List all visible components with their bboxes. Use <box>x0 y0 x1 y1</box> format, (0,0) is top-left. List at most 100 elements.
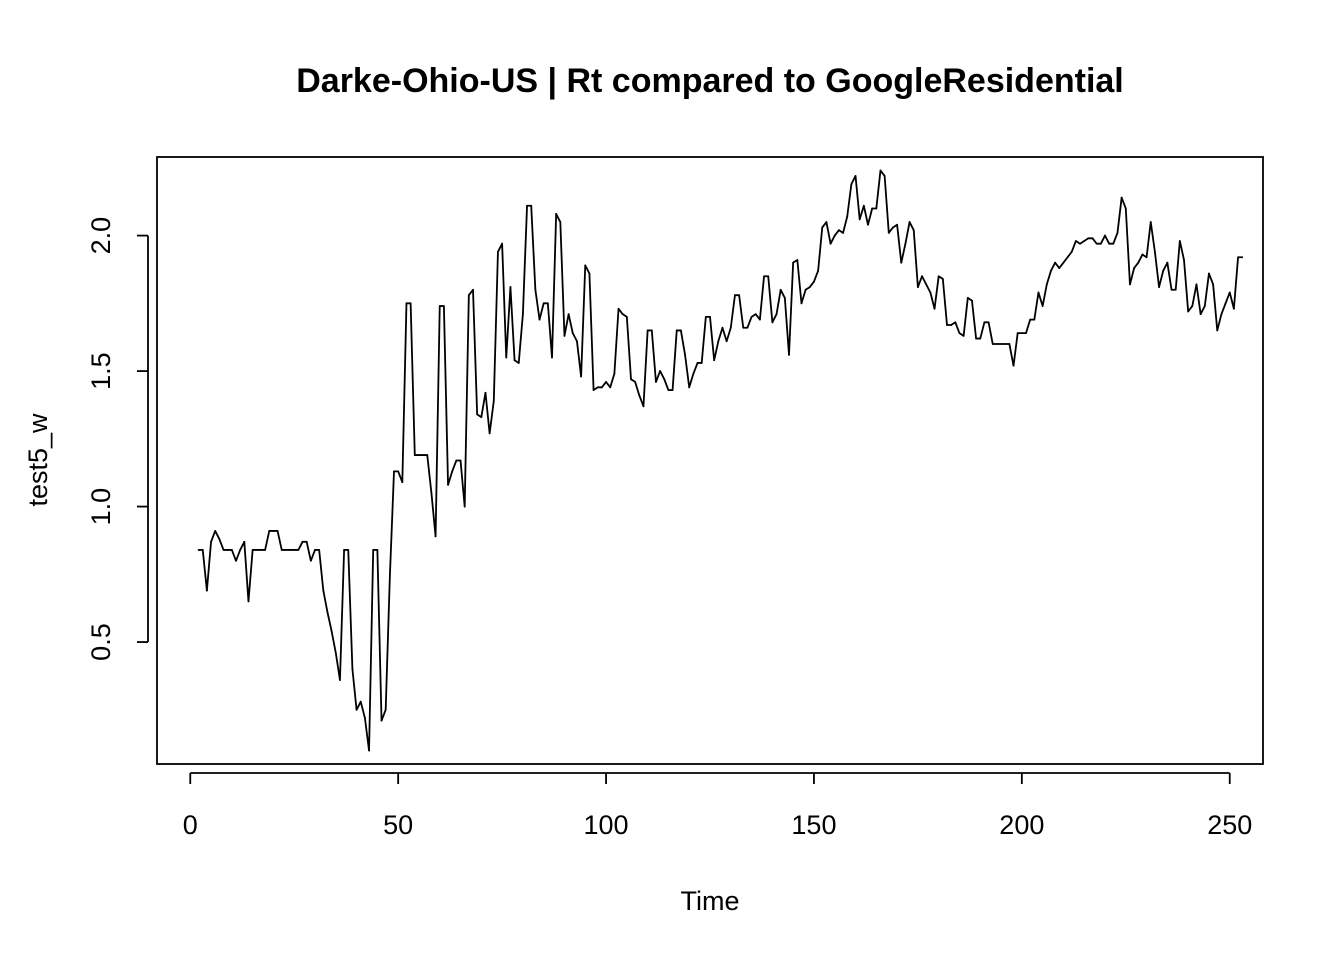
data-point <box>1212 283 1215 286</box>
data-point <box>729 326 732 329</box>
data-point <box>322 589 325 592</box>
data-point <box>946 324 948 326</box>
data-point <box>588 272 591 275</box>
data-point <box>1191 305 1194 307</box>
data-point <box>1037 291 1040 294</box>
data-point <box>226 549 229 551</box>
data-point <box>314 549 316 551</box>
data-point <box>251 549 254 551</box>
data-point <box>925 283 928 286</box>
data-point <box>305 540 308 543</box>
data-point <box>534 288 537 291</box>
x-tick-label: 150 <box>791 810 836 840</box>
data-point <box>297 549 300 551</box>
data-point <box>214 530 217 532</box>
data-point <box>954 321 957 324</box>
data-point <box>505 356 508 359</box>
data-point <box>1058 267 1061 269</box>
data-point <box>301 540 304 543</box>
data-point <box>559 221 562 223</box>
x-tick-label: 100 <box>584 810 629 840</box>
data-point <box>854 175 857 177</box>
data-point <box>950 324 953 326</box>
data-point <box>1095 242 1098 245</box>
data-point <box>600 386 603 389</box>
data-point <box>671 389 674 391</box>
data-point <box>1199 313 1202 316</box>
data-point <box>688 386 691 389</box>
data-point <box>330 630 333 633</box>
data-point <box>567 313 570 316</box>
data-point <box>1045 283 1048 286</box>
data-point <box>1145 256 1148 259</box>
data-point <box>1016 332 1019 335</box>
data-point <box>609 386 612 389</box>
data-point <box>1220 313 1223 316</box>
data-point <box>268 530 271 532</box>
data-point <box>326 611 329 614</box>
data-point <box>1012 364 1015 367</box>
data-point <box>243 540 246 543</box>
data-point <box>363 717 366 719</box>
data-point <box>380 719 383 722</box>
data-point <box>605 381 607 383</box>
data-point <box>1187 310 1190 313</box>
data-point <box>247 600 250 603</box>
data-point <box>542 302 545 305</box>
data-point <box>359 700 362 703</box>
data-point <box>958 332 961 335</box>
data-point <box>758 318 761 321</box>
data-point <box>846 215 849 218</box>
data-point <box>197 549 200 551</box>
x-axis-label: Time <box>681 886 740 916</box>
data-point <box>1203 305 1206 307</box>
data-point <box>422 454 425 456</box>
data-point <box>1112 242 1115 245</box>
data-point <box>721 326 724 329</box>
data-point <box>696 362 699 364</box>
data-point <box>563 334 566 337</box>
data-points <box>197 169 1244 752</box>
data-point <box>580 375 583 378</box>
data-point <box>738 294 741 297</box>
data-point <box>692 372 695 375</box>
data-point <box>484 391 487 394</box>
data-point <box>526 204 528 207</box>
data-point <box>1020 332 1023 335</box>
data-point <box>235 559 237 562</box>
data-point <box>742 326 745 329</box>
data-point <box>679 329 682 332</box>
x-tick-label: 200 <box>999 810 1044 840</box>
data-point <box>937 275 940 278</box>
data-point <box>205 589 208 592</box>
x-tick-label: 250 <box>1207 810 1252 840</box>
data-point <box>1050 269 1052 272</box>
data-point <box>1124 207 1127 210</box>
data-point <box>684 353 686 356</box>
data-point <box>1083 240 1086 242</box>
data-point <box>1074 240 1077 242</box>
data-point <box>1104 234 1106 237</box>
x-axis: 0 50 100 150 200 250 <box>183 772 1252 840</box>
data-point <box>1241 256 1244 259</box>
data-point <box>1133 267 1136 269</box>
data-point <box>513 359 516 362</box>
chart-title: Darke-Ohio-US | Rt compared to GoogleRes… <box>296 62 1124 100</box>
data-point <box>655 381 657 383</box>
data-point <box>210 540 212 543</box>
data-point <box>646 329 649 332</box>
data-point <box>1025 332 1027 335</box>
data-point <box>1166 261 1169 264</box>
data-point <box>991 343 994 345</box>
data-point <box>1153 250 1156 253</box>
data-point <box>709 315 711 318</box>
data-point <box>1079 242 1081 245</box>
data-point <box>393 470 395 473</box>
data-point <box>368 749 370 752</box>
data-point <box>975 337 978 340</box>
data-point <box>1141 253 1144 256</box>
data-point <box>775 313 778 316</box>
data-point <box>355 708 358 711</box>
